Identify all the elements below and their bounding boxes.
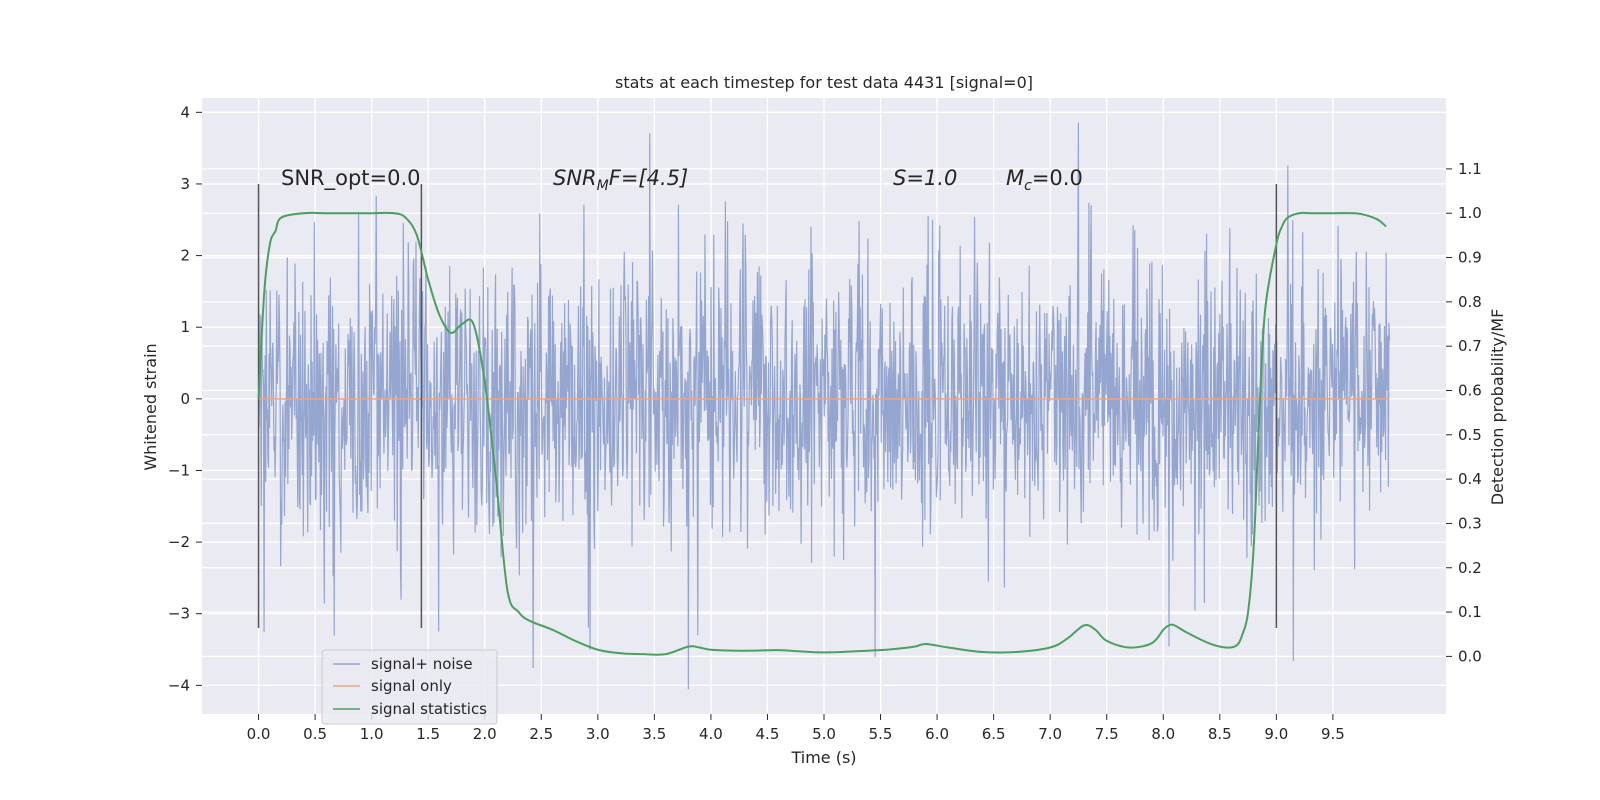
annotation-mc-sub: c [1024,178,1032,194]
vertical-markers [257,183,1278,629]
x-tick-label: 9.0 [1264,725,1288,743]
y-axis-right-label: Detection probability/MF [1488,309,1507,506]
legend-label-signal-only: signal only [371,677,452,695]
x-tick-label: 1.5 [416,725,440,743]
y-tick-label: 4 [180,103,190,121]
y-right-tick-label: 0.7 [1458,337,1482,355]
right-axis-ticks: 1.1 1.0 0.9 0.8 0.7 0.6 0.5 0.4 0.3 0.2 0.1 0.0 [1446,160,1482,665]
x-tick-label: 1.0 [360,725,384,743]
annotation-mc: Mc=0.0 [1006,166,1083,194]
x-tick-label: 6.0 [925,725,949,743]
chart-title: stats at each timestep for test data 443… [615,73,1033,92]
series-signal-noise [257,122,1391,690]
y-right-tick-label: 0.2 [1458,559,1482,577]
x-tick-label: 9.5 [1321,725,1345,743]
x-tick-label: 6.5 [982,725,1006,743]
y-right-tick-label: 0.8 [1458,293,1482,311]
annotation-snr-opt: SNR_opt=0.0 [281,166,421,191]
x-tick-label: 5.0 [812,725,836,743]
x-tick-label: 7.0 [1038,725,1062,743]
y-right-tick-label: 1.0 [1458,204,1482,222]
annotation-mc-rest: =0.0 [1032,166,1083,190]
x-tick-label: 0.0 [247,725,271,743]
x-tick-label: 8.0 [1151,725,1175,743]
y-tick-label: 2 [180,247,190,265]
annotation-s-value: S=1.0 [893,166,957,190]
x-tick-label: 8.5 [1208,725,1232,743]
y-right-tick-label: 0.3 [1458,514,1482,532]
x-tick-label: 7.5 [1095,725,1119,743]
y-tick-label: 1 [180,318,190,336]
y-right-tick-label: 0.5 [1458,426,1482,444]
y-tick-label: −1 [168,461,190,479]
legend-box [321,649,498,725]
series-signal-statistics [257,211,1387,656]
y-axis-label: Whitened strain [141,343,160,470]
x-axis-ticks: 0.0 0.5 1.0 1.5 2.0 2.5 3.0 3.5 4.0 4.5 5.0 5.5 6.0 6… [247,714,1345,743]
y-tick-label: −3 [168,605,190,623]
y-right-tick-label: 0.9 [1458,249,1482,267]
x-tick-label: 4.0 [699,725,723,743]
x-tick-label: 4.5 [756,725,780,743]
y-tick-label: −4 [168,676,190,694]
left-axis-ticks: 4 3 2 1 0 −1 −2 −3 −4 [168,103,202,694]
annotation-snr-mf-sub: M [597,178,609,194]
x-axis-label: Time (s) [790,748,856,767]
legend-label-signal-statistics: signal statistics [371,700,487,718]
annotation-snr-mf-rest: F=[4.5] [609,166,688,190]
y-right-tick-label: 0.1 [1458,603,1482,621]
y-tick-label: −2 [168,533,190,551]
y-tick-label: 3 [180,175,190,193]
x-tick-label: 3.0 [586,725,610,743]
y-right-tick-label: 0.6 [1458,381,1482,399]
x-tick-label: 3.5 [642,725,666,743]
legend: signal+ noise signal only signal statist… [321,649,498,725]
y-right-tick-label: 0.4 [1458,470,1482,488]
y-right-tick-label: 0.0 [1458,647,1482,665]
annotation-mc-base: M [1006,166,1024,190]
y-tick-label: 0 [180,390,190,408]
x-tick-label: 2.5 [529,725,553,743]
y-right-tick-label: 1.1 [1458,160,1482,178]
signal-noise-line [257,122,1391,690]
legend-label-signal-noise: signal+ noise [371,655,473,673]
annotation-snr-mf-base: SNR [553,166,597,190]
annotation-snr-mf: SNRMF=[4.5] [553,166,688,194]
x-tick-label: 0.5 [303,725,327,743]
x-tick-label: 2.0 [473,725,497,743]
x-tick-label: 5.5 [869,725,893,743]
